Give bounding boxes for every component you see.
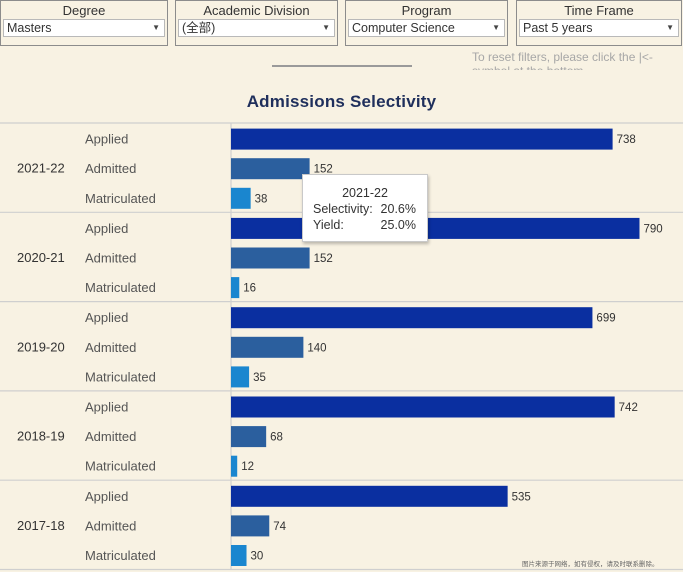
bar (231, 366, 250, 388)
measure-label: Admitted (85, 251, 136, 266)
bar (231, 545, 247, 566)
bar (231, 128, 613, 150)
program-dropdown-value: Computer Science (352, 21, 455, 35)
tooltip-selectivity-label: Selectivity: (313, 202, 373, 216)
data-label: 738 (617, 134, 636, 146)
filter-degree: Degree Masters ▼ (0, 0, 168, 46)
measure-label: Admitted (85, 429, 136, 444)
data-label: 68 (270, 432, 283, 444)
academic-division-dropdown[interactable]: (全部) ▼ (178, 19, 335, 37)
tooltip-row-yield: Yield: 25.0% (303, 217, 427, 233)
tooltip-selectivity-value: 20.6% (380, 202, 416, 216)
year-label: 2018-19 (17, 429, 65, 444)
data-label: 742 (619, 402, 638, 414)
filter-degree-label: Degree (62, 3, 106, 18)
data-label: 38 (255, 193, 268, 205)
time-frame-dropdown[interactable]: Past 5 years ▼ (519, 19, 679, 37)
bar (231, 485, 508, 507)
bar (231, 307, 593, 329)
data-label: 140 (307, 342, 326, 354)
data-label: 152 (314, 253, 333, 265)
time-frame-dropdown-value: Past 5 years (523, 21, 593, 35)
data-label: 30 (251, 551, 264, 563)
data-label: 35 (253, 372, 266, 384)
chevron-down-icon[interactable]: ▼ (152, 23, 160, 32)
filter-program: Program Computer Science ▼ (345, 0, 508, 46)
measure-label: Applied (85, 400, 128, 415)
data-label: 535 (512, 491, 531, 503)
measure-label: Admitted (85, 161, 136, 176)
filter-academic-division-label: Academic Division (203, 3, 310, 18)
filter-academic-division: Academic Division (全部) ▼ (175, 0, 338, 46)
data-label: 790 (643, 223, 662, 235)
measure-label: Matriculated (85, 280, 156, 295)
data-label: 12 (241, 461, 254, 473)
program-dropdown[interactable]: Computer Science ▼ (348, 19, 505, 37)
measure-label: Admitted (85, 518, 136, 533)
filter-time-frame-label: Time Frame (564, 3, 634, 18)
measure-label: Applied (85, 489, 128, 504)
tooltip-title: 2021-22 (342, 186, 388, 200)
bar (231, 396, 615, 418)
bar (231, 277, 240, 299)
chart-title: Admissions Selectivity (246, 92, 437, 111)
data-label: 699 (596, 313, 615, 325)
measure-label: Applied (85, 310, 128, 325)
bar (231, 515, 270, 537)
data-label: 74 (273, 521, 286, 533)
academic-division-dropdown-value: (全部) (182, 21, 216, 35)
measure-label: Matriculated (85, 369, 156, 384)
bar (231, 336, 304, 358)
chevron-down-icon[interactable]: ▼ (322, 23, 330, 32)
tooltip-row-selectivity: Selectivity: 20.6% (303, 201, 427, 217)
measure-label: Matriculated (85, 459, 156, 474)
data-label: 152 (314, 164, 333, 176)
measure-label: Applied (85, 132, 128, 147)
bar (231, 158, 310, 180)
degree-dropdown[interactable]: Masters ▼ (3, 19, 165, 37)
tooltip-yield-label: Yield: (313, 218, 344, 232)
year-label: 2019-20 (17, 339, 65, 354)
measure-label: Admitted (85, 340, 136, 355)
filter-program-label: Program (401, 3, 452, 18)
measure-label: Matriculated (85, 191, 156, 206)
tooltip-yield-value: 25.0% (380, 218, 416, 232)
bar (231, 187, 251, 209)
degree-dropdown-value: Masters (7, 21, 52, 35)
data-label: 16 (243, 283, 256, 295)
chevron-down-icon[interactable]: ▼ (492, 23, 500, 32)
tooltip: 2021-22 Selectivity: 20.6% Yield: 25.0% (302, 174, 428, 242)
chevron-down-icon[interactable]: ▼ (666, 23, 674, 32)
filter-time-frame: Time Frame Past 5 years ▼ (516, 0, 682, 46)
year-label: 2017-18 (17, 518, 65, 533)
divider (272, 65, 412, 67)
bar (231, 426, 267, 448)
measure-label: Matriculated (85, 548, 156, 563)
bar (231, 217, 640, 239)
year-label: 2021-22 (17, 161, 65, 176)
measure-label: Applied (85, 221, 128, 236)
watermark: 图片来源于网络，如有侵权，请及时联系删除。 (522, 561, 659, 568)
bar (231, 455, 238, 477)
reset-filters-note: To reset filters, please click the |<- s… (472, 50, 653, 70)
bar (231, 247, 310, 269)
year-label: 2020-21 (17, 250, 65, 265)
